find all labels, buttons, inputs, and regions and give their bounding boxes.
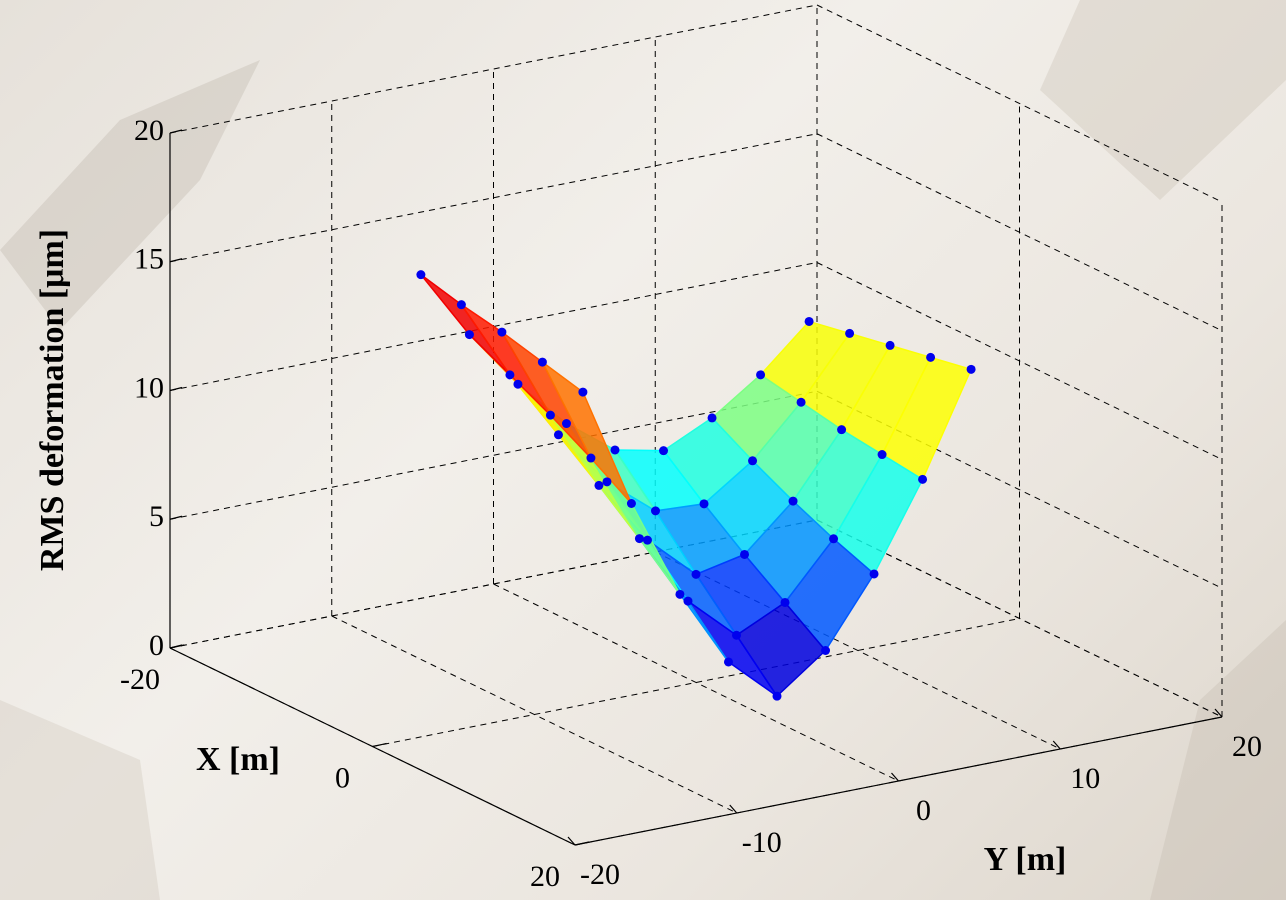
data-point bbox=[456, 300, 466, 310]
y-tick-label: 0 bbox=[916, 794, 931, 827]
data-point bbox=[553, 430, 563, 440]
tick-mark bbox=[169, 515, 183, 520]
grid-line bbox=[655, 551, 1061, 750]
data-point bbox=[586, 453, 596, 463]
data-point bbox=[634, 534, 644, 544]
data-point bbox=[740, 549, 750, 559]
data-point bbox=[772, 691, 782, 701]
surface bbox=[416, 270, 976, 701]
tick-mark bbox=[169, 386, 183, 392]
data-point bbox=[464, 330, 474, 340]
data-point bbox=[626, 499, 636, 508]
data-point bbox=[804, 316, 814, 326]
data-point bbox=[545, 410, 555, 420]
grid-line bbox=[816, 4, 1223, 203]
y-tick-label: -10 bbox=[742, 826, 782, 859]
tick-mark bbox=[891, 772, 899, 782]
surface-patch bbox=[420, 274, 511, 376]
data-point bbox=[926, 352, 936, 362]
x-axis-title: X [m] bbox=[196, 741, 280, 778]
data-point bbox=[821, 646, 831, 655]
data-point bbox=[497, 327, 507, 337]
data-point bbox=[732, 630, 741, 640]
data-point bbox=[513, 379, 523, 389]
x-tick-label: 0 bbox=[335, 761, 350, 794]
tick-mark bbox=[567, 836, 576, 846]
data-point bbox=[642, 535, 652, 545]
data-point bbox=[610, 445, 620, 455]
data-point bbox=[966, 364, 976, 374]
data-point bbox=[699, 499, 709, 509]
z-tick-label: 0 bbox=[149, 629, 164, 662]
data-point bbox=[651, 506, 660, 516]
data-point bbox=[675, 589, 685, 599]
y-axis-title: Y [m] bbox=[984, 841, 1067, 878]
data-point bbox=[748, 456, 758, 466]
data-point bbox=[659, 446, 669, 456]
grid-line bbox=[816, 519, 1223, 718]
z-tick-label: 10 bbox=[134, 371, 164, 404]
data-point bbox=[756, 370, 766, 380]
data-point bbox=[877, 450, 887, 460]
data-point bbox=[829, 534, 839, 544]
data-point bbox=[683, 596, 693, 606]
grid-line bbox=[816, 390, 1223, 589]
data-point bbox=[869, 569, 879, 579]
data-point bbox=[837, 425, 847, 435]
z-axis-title: RMS deformation [μm] bbox=[34, 229, 71, 571]
data-point bbox=[788, 496, 798, 506]
data-point bbox=[780, 597, 790, 607]
data-point bbox=[594, 480, 604, 490]
tick-mark bbox=[372, 742, 387, 748]
grid-line bbox=[816, 262, 1223, 460]
data-point bbox=[578, 387, 588, 397]
y-tick-label: 20 bbox=[1232, 730, 1262, 763]
data-point bbox=[505, 370, 515, 380]
tick-mark bbox=[729, 804, 738, 814]
z-tick-label: 15 bbox=[134, 243, 164, 276]
data-point bbox=[537, 357, 547, 367]
data-point bbox=[845, 328, 855, 338]
x-tick-label: 20 bbox=[530, 860, 560, 893]
data-point bbox=[885, 340, 895, 350]
tick-mark bbox=[169, 644, 185, 649]
data-point bbox=[707, 413, 717, 423]
grid-line bbox=[169, 4, 818, 134]
data-point bbox=[918, 474, 928, 484]
grid-line bbox=[493, 583, 899, 782]
data-point bbox=[723, 657, 733, 667]
grid-line bbox=[331, 615, 737, 814]
data-point bbox=[602, 477, 612, 487]
data-point bbox=[796, 397, 806, 407]
tick-mark bbox=[1052, 740, 1061, 750]
z-tick-label: 20 bbox=[134, 114, 164, 147]
data-point bbox=[691, 569, 701, 579]
y-tick-label: 10 bbox=[1070, 762, 1100, 795]
tick-mark bbox=[169, 129, 183, 134]
y-tick-label: -20 bbox=[580, 858, 620, 891]
data-point bbox=[416, 270, 426, 280]
tick-mark bbox=[169, 258, 183, 263]
x-tick-label: -20 bbox=[120, 663, 160, 696]
grid-line bbox=[816, 133, 1223, 332]
tick-mark bbox=[574, 841, 590, 846]
tick-mark bbox=[1214, 708, 1223, 718]
z-tick-label: 5 bbox=[149, 500, 164, 533]
data-point bbox=[561, 419, 571, 429]
grid bbox=[169, 4, 1223, 846]
